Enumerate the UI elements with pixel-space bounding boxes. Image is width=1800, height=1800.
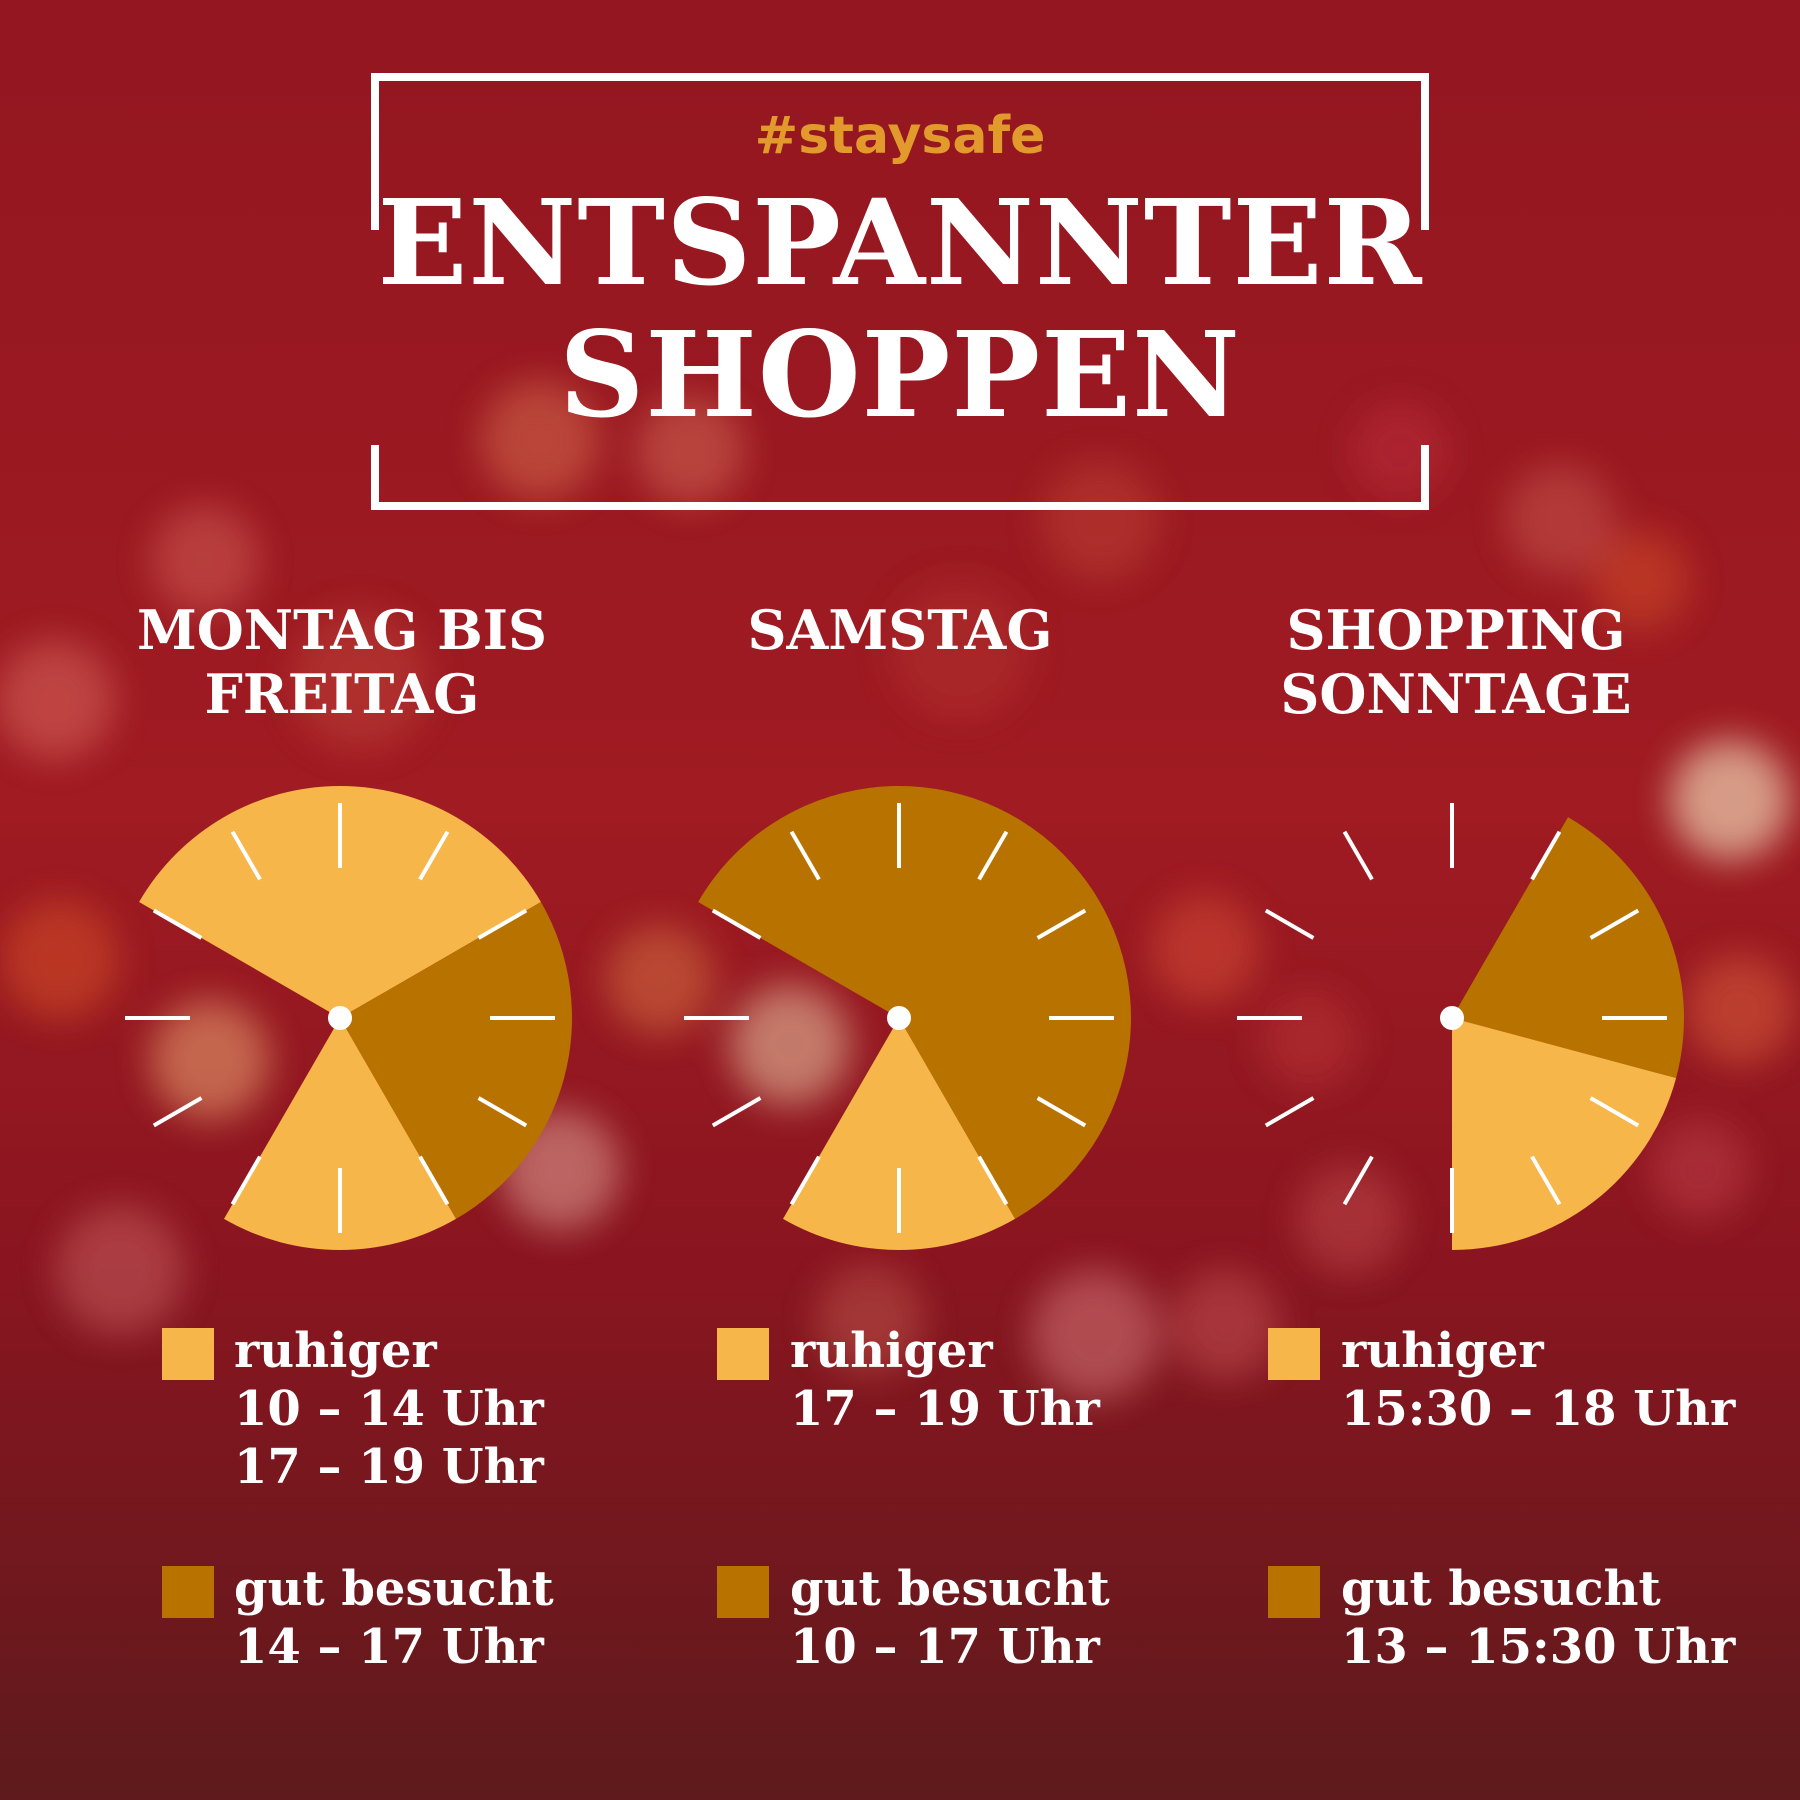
clock-tick <box>977 1155 1009 1206</box>
day-title: SAMSTAG <box>620 598 1180 662</box>
title-line-1: ENTSPANNTER <box>377 173 1423 312</box>
legend-label: gut besucht <box>1341 1561 1661 1617</box>
legend-time: 17 – 19 Uhr <box>790 1381 1100 1437</box>
clock-tick <box>789 1155 821 1206</box>
clock-center-dot <box>1440 1006 1464 1030</box>
clock-tick <box>152 908 203 940</box>
clock-2 <box>1237 803 1685 1250</box>
clock-segment-gut-besucht <box>698 785 1131 1219</box>
clock-tick <box>1342 830 1374 881</box>
clock-segment-ruhiger <box>1452 1018 1677 1250</box>
clock-0 <box>125 785 572 1250</box>
clock-tick <box>1589 1096 1640 1128</box>
day-title-line: SAMSTAG <box>747 598 1053 662</box>
legend-time: 14 – 17 Uhr <box>234 1619 544 1675</box>
clock-tick <box>152 1096 203 1128</box>
clock-tick <box>1342 1155 1374 1206</box>
legend-time: 17 – 19 Uhr <box>234 1439 544 1495</box>
clock-tick <box>418 830 450 881</box>
clock-tick <box>230 830 262 881</box>
clock-segment-ruhiger <box>224 1018 456 1250</box>
clock-tick <box>477 908 528 940</box>
legend-time: 13 – 15:30 Uhr <box>1341 1619 1736 1675</box>
legend-swatch-gut-besucht <box>717 1566 769 1618</box>
title-frame <box>371 73 1429 510</box>
clock-segment-ruhiger <box>783 1018 1015 1250</box>
legend-swatch-ruhiger <box>162 1328 214 1380</box>
day-title: SHOPPING SONNTAGE <box>1176 598 1736 726</box>
clock-segment-gut-besucht <box>340 902 572 1219</box>
clock-1 <box>684 785 1131 1250</box>
clock-tick <box>1264 908 1315 940</box>
clock-center-dot <box>328 1006 352 1030</box>
clock-center-dot <box>887 1006 911 1030</box>
clock-tick <box>789 830 821 881</box>
clock-tick <box>1264 1096 1315 1128</box>
clock-tick <box>711 1096 762 1128</box>
clock-tick <box>1530 830 1562 881</box>
legend-label: ruhiger <box>234 1323 437 1379</box>
clock-tick <box>711 908 762 940</box>
legend-label: ruhiger <box>1341 1323 1544 1379</box>
day-title-line: SHOPPING <box>1286 598 1626 662</box>
day-title: MONTAG BIS FREITAG <box>62 598 622 726</box>
clock-segment-gut-besucht <box>1452 817 1685 1079</box>
day-title-line: FREITAG <box>204 662 480 726</box>
legend-label: gut besucht <box>790 1561 1110 1617</box>
clock-tick <box>230 1155 262 1206</box>
clock-tick <box>1036 908 1087 940</box>
clock-tick <box>477 1096 528 1128</box>
clock-tick <box>977 830 1009 881</box>
day-title-line: MONTAG BIS <box>136 598 548 662</box>
legend-time: 10 – 14 Uhr <box>234 1381 544 1437</box>
day-title-line: SONNTAGE <box>1280 662 1632 726</box>
legend-swatch-ruhiger <box>717 1328 769 1380</box>
clock-tick <box>1589 908 1640 940</box>
legend-time: 15:30 – 18 Uhr <box>1341 1381 1736 1437</box>
legend-label: gut besucht <box>234 1561 554 1617</box>
clock-tick <box>1530 1155 1562 1206</box>
legend-time: 10 – 17 Uhr <box>790 1619 1100 1675</box>
clock-tick <box>418 1155 450 1206</box>
legend-label: ruhiger <box>790 1323 993 1379</box>
hashtag: #staysafe <box>754 106 1046 166</box>
legend-swatch-gut-besucht <box>162 1566 214 1618</box>
clock-tick <box>1036 1096 1087 1128</box>
title-line-2: SHOPPEN <box>559 305 1241 444</box>
legend-swatch-gut-besucht <box>1268 1566 1320 1618</box>
legend-swatch-ruhiger <box>1268 1328 1320 1380</box>
